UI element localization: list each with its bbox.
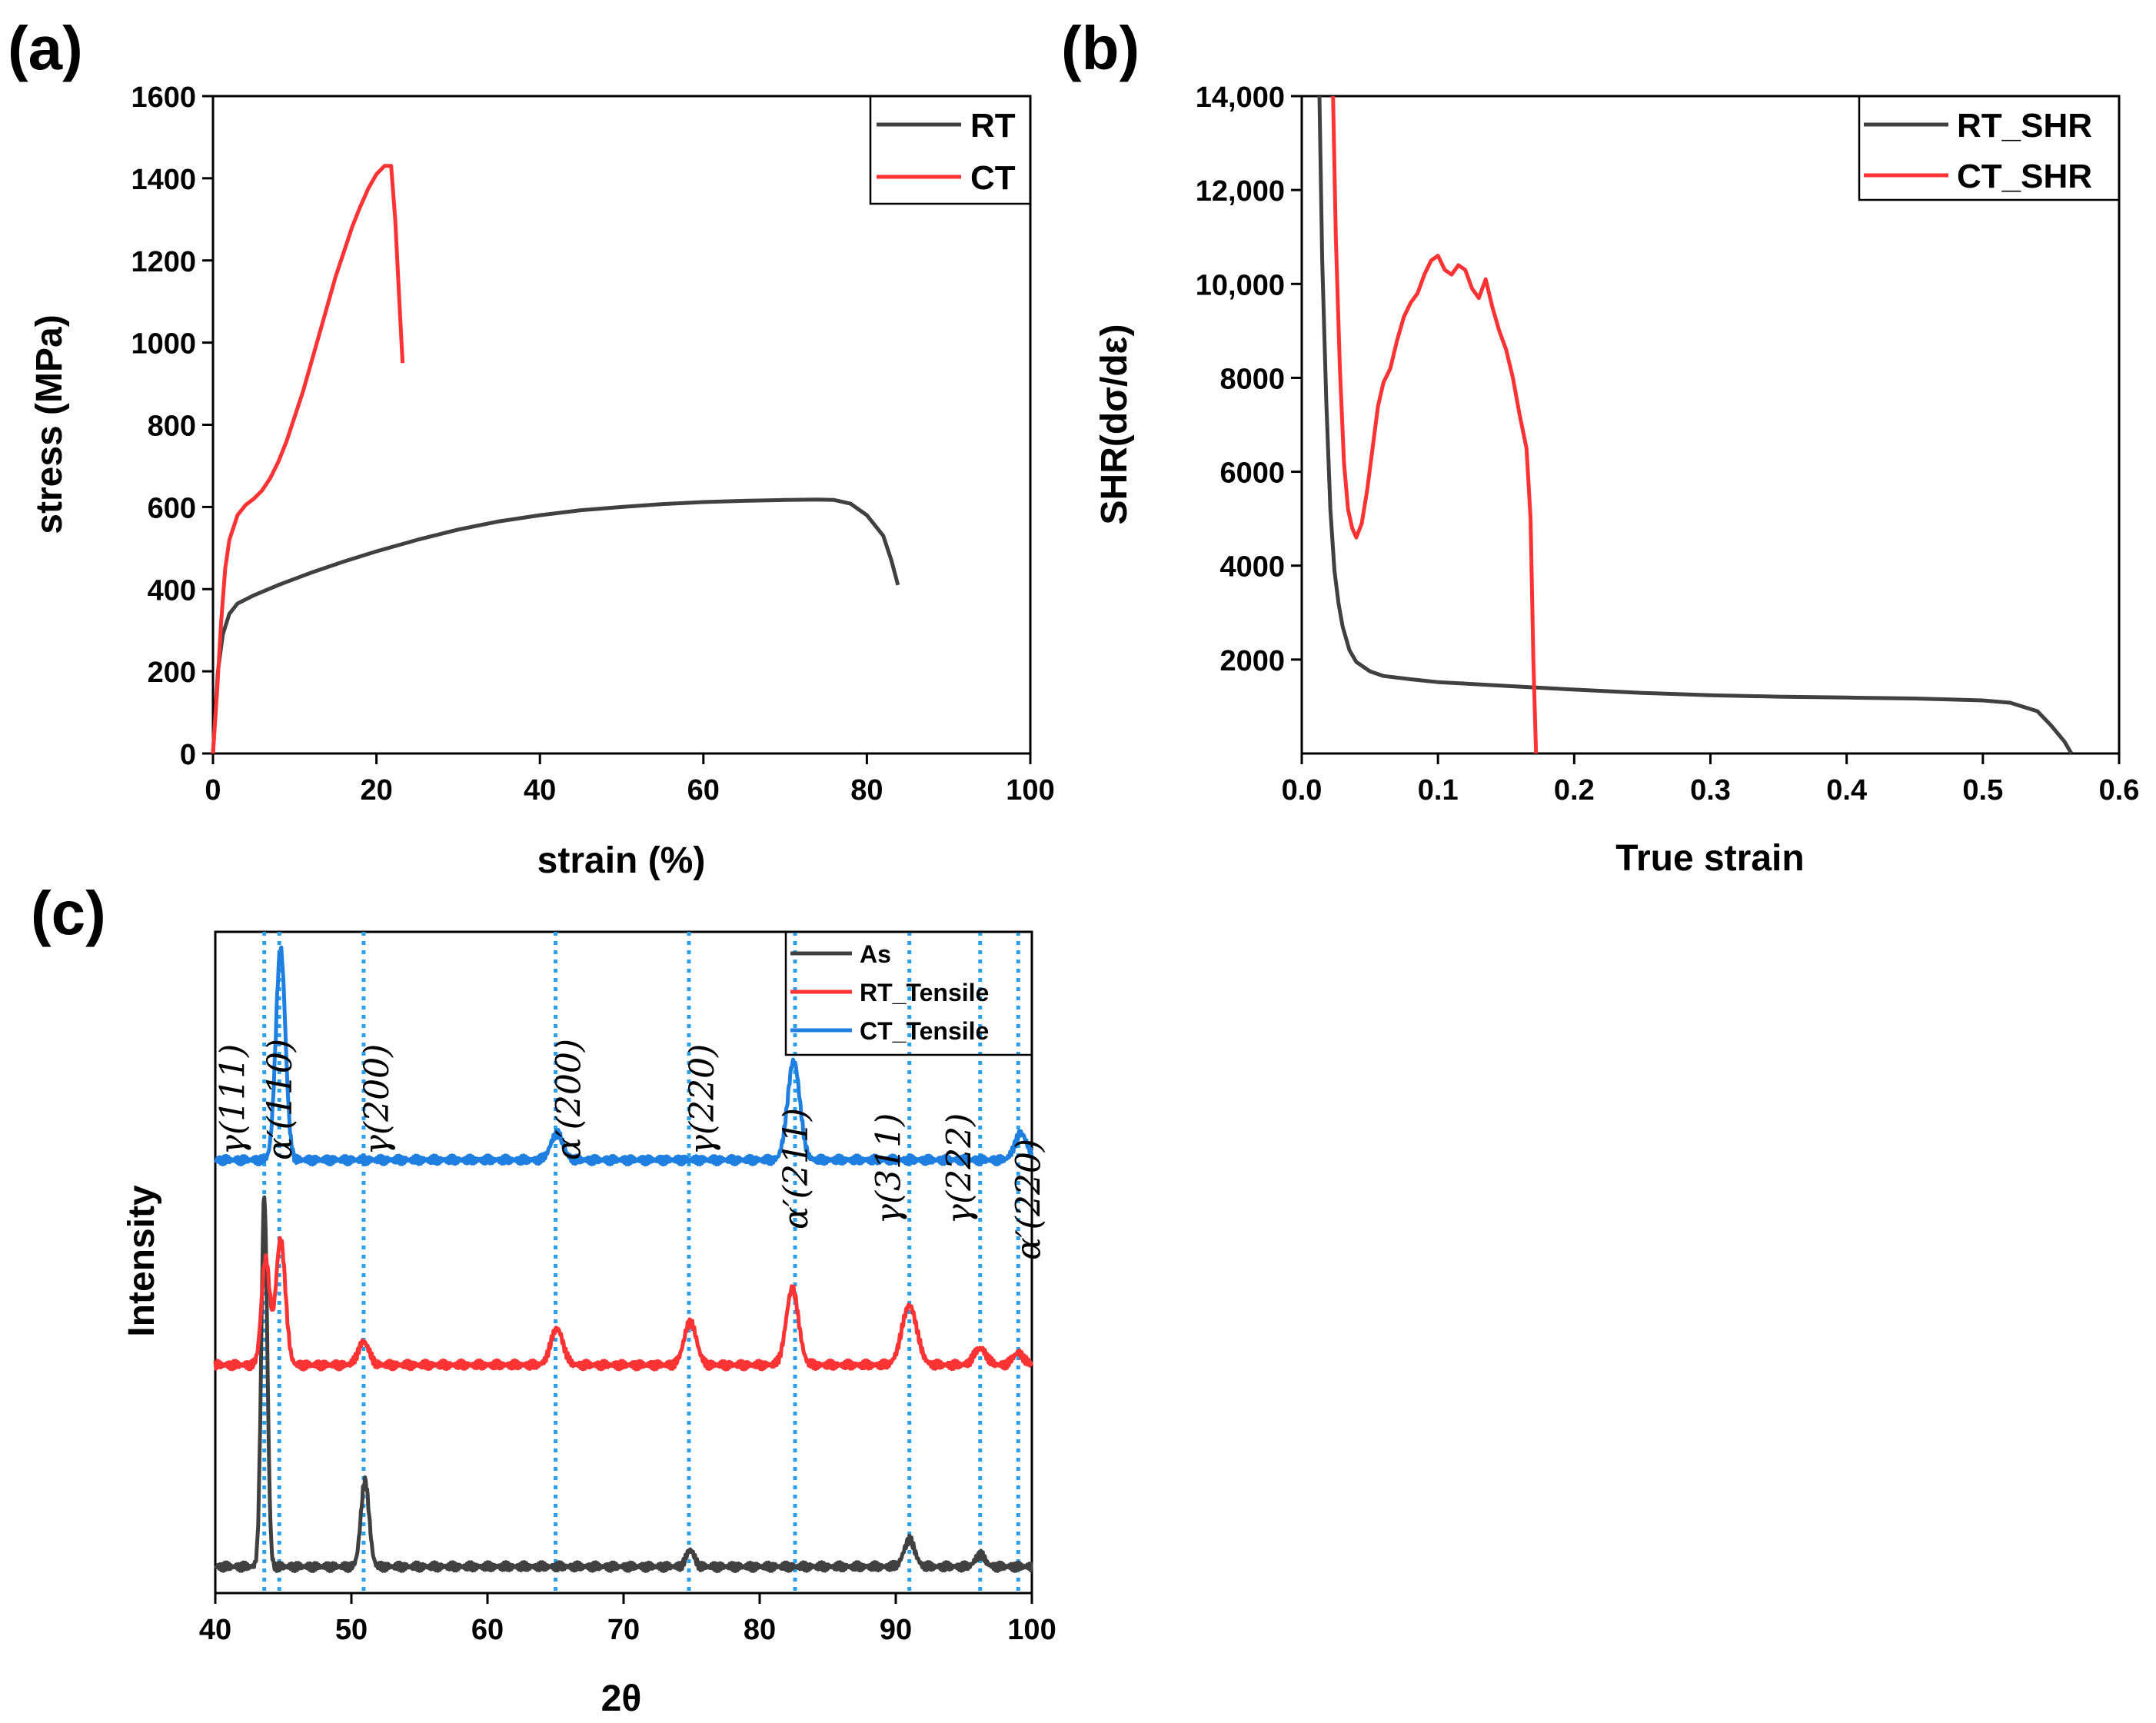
y-tick-label: 800 <box>148 411 196 443</box>
chart-b-legend: RT_SHR CT_SHR <box>1858 95 2121 201</box>
chart-c-legend-box <box>784 930 1033 1056</box>
series-line-ct-shr <box>1331 95 1539 754</box>
panel-label-c: (c) <box>31 879 106 947</box>
chart-b: 0.0 0.1 0.2 0.3 0.4 0.5 0.6 2000 4000 6000 8000 10,… <box>1094 81 2139 879</box>
legend-label-rt: RT <box>970 107 1016 145</box>
x-tick-label: 0.4 <box>1826 774 1867 807</box>
x-tick-label: 80 <box>744 1614 776 1646</box>
legend-label-ct-shr: CT_SHR <box>1957 158 2092 195</box>
chart-b-series <box>1317 95 2074 755</box>
x-tick-label: 0.5 <box>1962 774 2003 807</box>
x-tick-label: 40 <box>524 774 556 807</box>
chart-c-xlabel: 2θ <box>601 1678 642 1719</box>
series-line-rt-tensile <box>213 1236 1034 1372</box>
y-tick-label: 10,000 <box>1196 269 1285 301</box>
chart-c: 40 50 60 70 80 90 100 γ(111) α′(110) γ(200) α′(20… <box>121 930 1056 1719</box>
x-tick-label: 80 <box>850 774 883 807</box>
chart-b-ticks: 0.0 0.1 0.2 0.3 0.4 0.5 0.6 2000 4000 6000 8000 10,… <box>1196 81 2140 807</box>
chart-a-series <box>211 164 900 754</box>
peak-label: α′(211) <box>777 1108 816 1229</box>
chart-a-legend: RT CT <box>869 95 1032 205</box>
x-tick-label: 60 <box>471 1614 504 1646</box>
legend-label-as: As <box>860 940 891 968</box>
legend-label-ct: CT <box>970 159 1016 197</box>
x-tick-label: 0.1 <box>1418 774 1459 807</box>
series-line-ct <box>211 164 405 754</box>
y-tick-label: 0 <box>180 739 196 771</box>
series-line-ct-tensile <box>213 945 1034 1167</box>
y-tick-label: 14,000 <box>1196 81 1285 114</box>
y-tick-label: 600 <box>148 492 196 524</box>
x-tick-label: 20 <box>360 774 392 807</box>
chart-c-ticks: 40 50 60 70 80 90 100 <box>199 1593 1056 1646</box>
y-tick-label: 400 <box>148 574 196 607</box>
chart-a-ylabel: stress (MPa) <box>29 314 70 534</box>
series-line-rt-shr <box>1317 95 2074 755</box>
y-tick-label: 1600 <box>131 81 196 114</box>
y-tick-label: 2000 <box>1219 645 1285 677</box>
x-tick-label: 0.6 <box>2099 774 2140 807</box>
x-tick-label: 100 <box>1007 1614 1056 1646</box>
x-tick-label: 0.3 <box>1690 774 1731 807</box>
y-tick-label: 200 <box>148 657 196 689</box>
x-tick-label: 0.2 <box>1554 774 1595 807</box>
peak-label: γ(222) <box>940 1113 980 1225</box>
x-tick-label: 0 <box>205 774 221 807</box>
peak-label: γ(311) <box>870 1113 909 1225</box>
x-tick-label: 50 <box>335 1614 368 1646</box>
peak-label: γ(111) <box>214 1044 253 1156</box>
peak-label: γ(200) <box>358 1044 397 1156</box>
chart-a: 0 20 40 60 80 1000200400600800100012001400160… <box>29 81 1055 881</box>
series-line-rt <box>211 497 900 754</box>
y-tick-label: 4000 <box>1219 551 1285 584</box>
peak-label: α′(220) <box>1009 1139 1048 1260</box>
peak-label: α′(200) <box>550 1039 589 1160</box>
chart-c-ylabel: Intensity <box>121 1185 162 1337</box>
chart-a-frame <box>211 95 1032 755</box>
panel-label-a: (a) <box>8 14 83 82</box>
chart-c-series <box>213 945 1034 1574</box>
chart-b-xlabel: True strain <box>1615 838 1804 879</box>
chart-b-ylabel: SHR(dσ/dε) <box>1094 324 1135 525</box>
y-tick-label: 1000 <box>131 328 196 361</box>
x-tick-label: 70 <box>607 1614 640 1646</box>
y-tick-label: 8000 <box>1219 363 1285 395</box>
x-tick-label: 60 <box>687 774 720 807</box>
legend-label-rt-shr: RT_SHR <box>1957 107 2092 145</box>
peak-label: γ(220) <box>683 1044 722 1156</box>
y-tick-label: 12,000 <box>1196 175 1285 208</box>
legend-label-ct-tensile: CT_Tensile <box>860 1017 989 1045</box>
chart-c-legend: As RT_Tensile CT_Tensile <box>784 930 1033 1056</box>
series-line-as <box>214 1195 1033 1574</box>
y-tick-label: 1400 <box>131 164 196 196</box>
chart-c-peak-labels: γ(111) α′(110) γ(200) α′(200) γ(220) α′(211) γ… <box>214 1039 1049 1260</box>
chart-a-xlabel: strain (%) <box>537 840 706 881</box>
peak-label: α′(110) <box>261 1039 300 1160</box>
legend-label-rt-tensile: RT_Tensile <box>860 979 989 1006</box>
x-tick-label: 40 <box>199 1614 231 1646</box>
y-tick-label: 6000 <box>1219 457 1285 490</box>
chart-a-legend-box <box>869 95 1032 205</box>
x-tick-label: 100 <box>1006 774 1054 807</box>
panel-label-b: (b) <box>1061 14 1140 82</box>
x-tick-label: 90 <box>880 1614 912 1646</box>
x-tick-label: 0.0 <box>1282 774 1323 807</box>
chart-a-ticks: 0 20 40 60 80 1000200400600800100012001400160… <box>131 81 1054 807</box>
y-tick-label: 1200 <box>131 246 196 278</box>
chart-b-legend-box <box>1858 95 2121 201</box>
